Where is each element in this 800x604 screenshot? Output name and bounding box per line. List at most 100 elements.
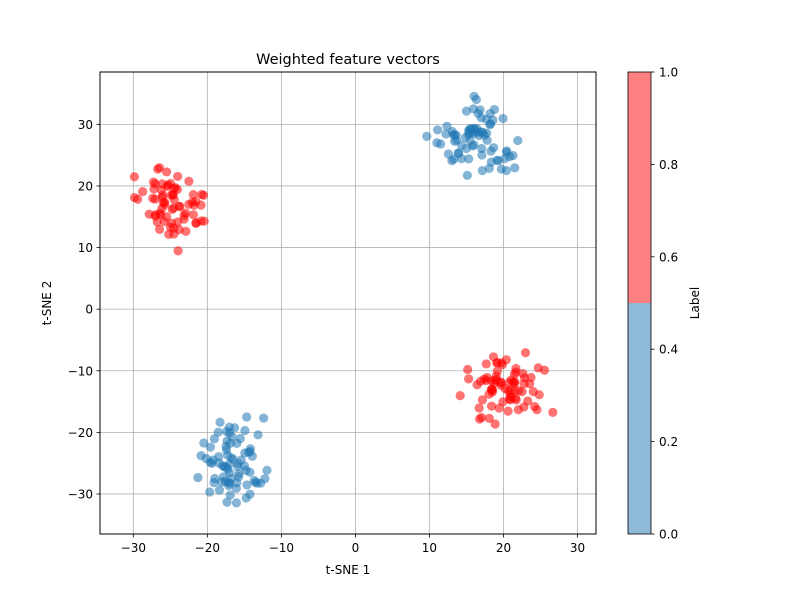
colorbar-tick-label: 0.4 (659, 343, 678, 357)
scatter-point (184, 176, 194, 186)
x-tick-label: 20 (496, 541, 511, 555)
scatter-point (511, 367, 521, 377)
scatter-point (235, 433, 245, 444)
scatter-point (526, 372, 536, 383)
scatter-point (179, 210, 189, 220)
points (129, 91, 558, 508)
scatter-point (197, 189, 207, 200)
scatter-point (259, 413, 269, 423)
scatter-point (422, 131, 432, 142)
scatter-point (471, 94, 481, 105)
scatter-point (215, 417, 225, 427)
scatter-point (520, 348, 531, 358)
scatter-point (476, 412, 487, 423)
scatter-point (505, 385, 516, 395)
scatter-point (486, 146, 496, 156)
scatter-point (477, 166, 487, 176)
scatter-point (253, 430, 263, 440)
scatter-point (477, 150, 487, 160)
y-tick-label: 10 (78, 241, 93, 255)
scatter-point (477, 395, 488, 405)
scatter-point (481, 359, 491, 369)
scatter-point (498, 113, 508, 124)
scatter-point (236, 455, 246, 465)
scatter-point (433, 125, 443, 135)
colorbar-frame (627, 71, 652, 535)
chart-title: Weighted feature vectors (256, 52, 440, 68)
colorbar: 0.0 0.2 0.4 0.6 0.8 1.0 (627, 66, 678, 542)
scatter-point (486, 376, 497, 386)
scatter-point (450, 130, 460, 140)
scatter-point (172, 184, 182, 195)
scatter-point (162, 167, 172, 177)
scatter-point (188, 189, 198, 200)
colorbar-label: Label (688, 287, 702, 319)
x-axis-label: t-SNE 1 (326, 563, 371, 577)
scatter-point (225, 490, 235, 500)
x-tick-label: −20 (195, 541, 220, 555)
scatter-point (247, 451, 257, 461)
scatter-point (199, 216, 209, 226)
colorbar-tick-label: 0.2 (659, 435, 678, 449)
scatter-point (245, 489, 255, 499)
scatter-point (169, 223, 179, 233)
scatter-point (221, 441, 231, 452)
scatter-point (188, 210, 198, 220)
scatter-point (199, 438, 209, 448)
y-tick-label: 0 (85, 303, 93, 317)
scatter-point (213, 427, 223, 437)
scatter-point (191, 218, 201, 229)
scatter-point (193, 472, 203, 483)
scatter-point (490, 419, 500, 429)
scatter-point (154, 224, 165, 235)
scatter-point (464, 374, 474, 384)
colorbar-band (628, 303, 651, 534)
scatter-point (218, 461, 228, 471)
y-tick-label: −10 (68, 364, 93, 378)
scatter-point (496, 358, 506, 368)
scatter-point (456, 140, 467, 150)
scatter-point (205, 457, 215, 467)
scatter-point (159, 216, 169, 227)
colorbar-tick-label: 1.0 (659, 66, 678, 80)
scatter-point (129, 172, 140, 182)
scatter-point (158, 197, 169, 208)
scatter-point (432, 138, 442, 148)
scatter-point (467, 141, 478, 151)
scatter-point (462, 170, 472, 180)
scatter-point (485, 120, 495, 130)
scatter-point (214, 451, 224, 462)
scatter-point (225, 468, 235, 478)
scatter-point (494, 403, 504, 413)
x-ticks: −30 −20 −10 0 10 20 30 (121, 534, 585, 555)
scatter-point (205, 442, 216, 452)
scatter-point (152, 217, 162, 227)
axes-frame (99, 71, 597, 535)
scatter-point (487, 387, 497, 397)
scatter-point (442, 121, 452, 131)
scatter-point (133, 194, 143, 204)
plot-area: −30 −20 −10 0 10 20 30 −30 −20 −10 0 10 20 30 (68, 71, 597, 555)
scatter-point (513, 135, 523, 146)
scatter-point (262, 465, 272, 475)
scatter-point (486, 157, 496, 167)
scatter-point (450, 136, 460, 146)
scatter-point (167, 204, 177, 214)
scatter-point (222, 426, 232, 437)
scatter-point (240, 425, 250, 436)
scatter-point (148, 177, 159, 187)
scatter-point (473, 108, 483, 119)
scatter-point (173, 246, 183, 256)
colorbar-tick-label: 0.6 (659, 250, 678, 264)
scatter-point (503, 406, 513, 416)
scatter-point (150, 194, 160, 204)
y-tick-label: 30 (78, 118, 93, 132)
x-tick-label: −30 (121, 541, 146, 555)
scatter-point (461, 106, 472, 116)
scatter-point (464, 154, 474, 164)
scatter-point (153, 164, 163, 174)
scatter-point (475, 376, 486, 386)
x-tick-label: 30 (570, 541, 585, 555)
scatter-point (166, 190, 176, 200)
